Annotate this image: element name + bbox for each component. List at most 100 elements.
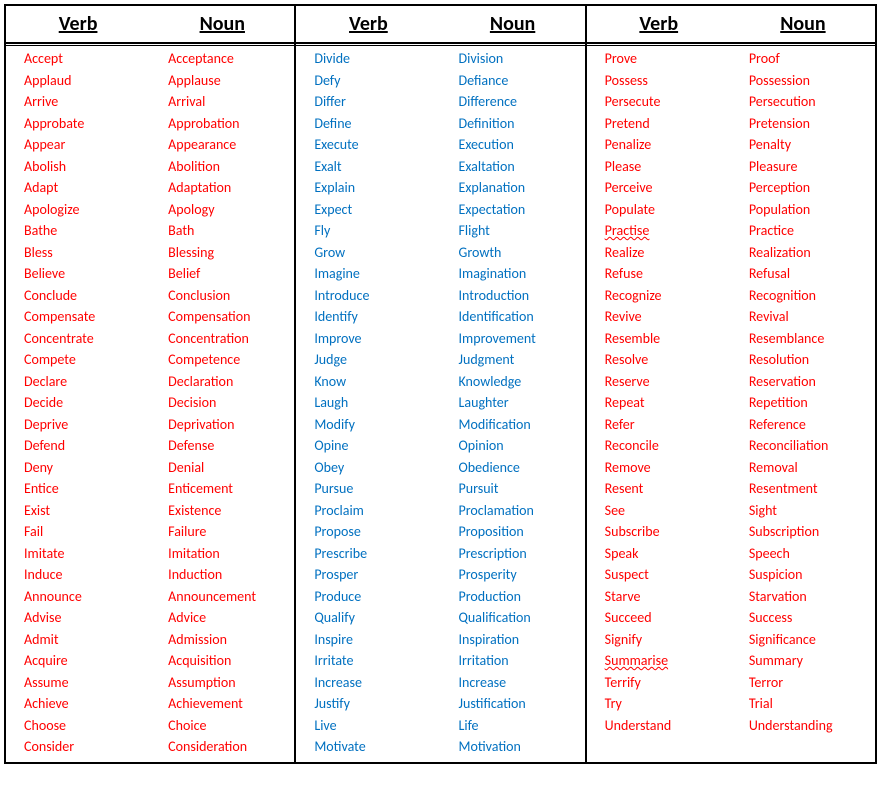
table-cell: Consider xyxy=(24,736,150,758)
table-cell: Produce xyxy=(314,586,440,608)
table-cell: Exaltation xyxy=(459,156,585,178)
table-cell: Realize xyxy=(605,242,731,264)
table-cell: Accept xyxy=(24,48,150,70)
table-cell: Reconcile xyxy=(605,435,731,457)
table-cell: Persecute xyxy=(605,91,731,113)
table-cell: Success xyxy=(749,607,875,629)
table-cell: Imagine xyxy=(314,263,440,285)
table-cell: Divide xyxy=(314,48,440,70)
column-pair-1: VerbDivideDefyDifferDefineExecuteExaltEx… xyxy=(294,6,584,762)
table-cell: Blessing xyxy=(168,242,294,264)
table-cell: Reference xyxy=(749,414,875,436)
table-cell: Prosper xyxy=(314,564,440,586)
table-cell: Summarise xyxy=(605,650,731,672)
table-cell: Applaud xyxy=(24,70,150,92)
verb-header: Verb xyxy=(6,6,150,44)
table-cell: Admission xyxy=(168,629,294,651)
table-cell: Realization xyxy=(749,242,875,264)
table-cell: Starvation xyxy=(749,586,875,608)
table-cell: Achievement xyxy=(168,693,294,715)
table-cell: Announce xyxy=(24,586,150,608)
table-cell: Prescribe xyxy=(314,543,440,565)
table-cell: Advise xyxy=(24,607,150,629)
table-cell: Reservation xyxy=(749,371,875,393)
verb-noun-table: VerbAcceptApplaudArriveApprobateAppearAb… xyxy=(4,4,877,764)
table-cell: Acquisition xyxy=(168,650,294,672)
table-cell: Repetition xyxy=(749,392,875,414)
table-cell: Resent xyxy=(605,478,731,500)
table-cell: Understanding xyxy=(749,715,875,737)
table-cell: Abolish xyxy=(24,156,150,178)
table-cell: Life xyxy=(459,715,585,737)
table-cell: Resentment xyxy=(749,478,875,500)
verb-column: VerbDivideDefyDifferDefineExecuteExaltEx… xyxy=(296,6,440,762)
table-cell: Apology xyxy=(168,199,294,221)
table-cell: Qualify xyxy=(314,607,440,629)
table-cell: Believe xyxy=(24,263,150,285)
table-cell: Arrive xyxy=(24,91,150,113)
table-cell: Pretension xyxy=(749,113,875,135)
table-cell: Trial xyxy=(749,693,875,715)
table-cell: Concentration xyxy=(168,328,294,350)
table-cell: Practise xyxy=(605,220,731,242)
table-cell: Judge xyxy=(314,349,440,371)
table-cell: Differ xyxy=(314,91,440,113)
table-cell: Expectation xyxy=(459,199,585,221)
table-cell: Defend xyxy=(24,435,150,457)
table-cell: Reserve xyxy=(605,371,731,393)
table-cell: Defy xyxy=(314,70,440,92)
table-cell: Apologize xyxy=(24,199,150,221)
noun-cells: ProofPossessionPersecutionPretensionPena… xyxy=(731,44,875,740)
table-cell: Succeed xyxy=(605,607,731,629)
table-cell: Applause xyxy=(168,70,294,92)
table-cell: Modification xyxy=(459,414,585,436)
table-cell: Consideration xyxy=(168,736,294,758)
table-cell: Conclusion xyxy=(168,285,294,307)
table-cell: Practice xyxy=(749,220,875,242)
noun-column: NounAcceptanceApplauseArrivalApprobation… xyxy=(150,6,294,762)
noun-column: NounDivisionDefianceDifferenceDefinition… xyxy=(441,6,585,762)
table-cell: Assumption xyxy=(168,672,294,694)
table-cell: Approbation xyxy=(168,113,294,135)
table-cell: Arrival xyxy=(168,91,294,113)
table-cell: Identification xyxy=(459,306,585,328)
table-cell: Competence xyxy=(168,349,294,371)
table-cell: Inspiration xyxy=(459,629,585,651)
table-cell: Resemble xyxy=(605,328,731,350)
table-cell: Speak xyxy=(605,543,731,565)
column-pair-0: VerbAcceptApplaudArriveApprobateAppearAb… xyxy=(6,6,294,762)
table-cell: Define xyxy=(314,113,440,135)
table-cell: Persecution xyxy=(749,91,875,113)
table-cell: Declaration xyxy=(168,371,294,393)
table-cell: Recognize xyxy=(605,285,731,307)
verb-column: VerbProvePossessPersecutePretendPenalize… xyxy=(587,6,731,762)
table-cell: Irritation xyxy=(459,650,585,672)
table-cell: Judgment xyxy=(459,349,585,371)
table-cell: Reconciliation xyxy=(749,435,875,457)
table-cell: Improve xyxy=(314,328,440,350)
table-cell: Identify xyxy=(314,306,440,328)
verb-cells: DivideDefyDifferDefineExecuteExaltExplai… xyxy=(296,44,440,762)
table-cell: Production xyxy=(459,586,585,608)
table-cell: Qualification xyxy=(459,607,585,629)
table-cell: Adapt xyxy=(24,177,150,199)
table-cell: Irritate xyxy=(314,650,440,672)
noun-cells: AcceptanceApplauseArrivalApprobationAppe… xyxy=(150,44,294,762)
table-cell: Division xyxy=(459,48,585,70)
table-cell: Imitate xyxy=(24,543,150,565)
table-cell: Bath xyxy=(168,220,294,242)
table-cell: Proclaim xyxy=(314,500,440,522)
table-cell: Approbate xyxy=(24,113,150,135)
verb-header: Verb xyxy=(587,6,731,44)
table-cell: Compensate xyxy=(24,306,150,328)
table-cell: Fail xyxy=(24,521,150,543)
table-cell: Defiance xyxy=(459,70,585,92)
table-cell: Terror xyxy=(749,672,875,694)
table-cell: Decision xyxy=(168,392,294,414)
table-cell: Possession xyxy=(749,70,875,92)
table-cell: Failure xyxy=(168,521,294,543)
table-cell: Sight xyxy=(749,500,875,522)
table-cell: See xyxy=(605,500,731,522)
table-cell: Please xyxy=(605,156,731,178)
table-cell: Motivate xyxy=(314,736,440,758)
